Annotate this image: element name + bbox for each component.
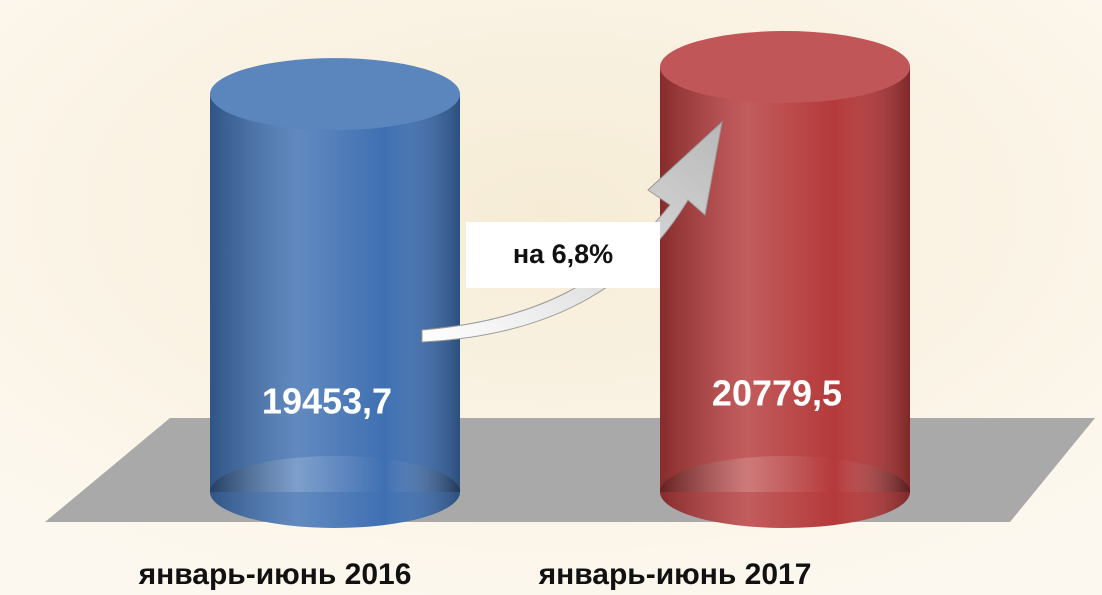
bar-top-highlight — [210, 58, 460, 130]
bar-top-highlight — [660, 31, 910, 103]
data-label: 19453,7 — [262, 381, 392, 422]
page: 19453,7 20779,5 на 6,8% январь-июнь 2016 я… — [0, 0, 1102, 595]
chart: 19453,7 20779,5 на 6,8% январь-июнь 2016 я… — [0, 0, 1102, 595]
bar-shade — [210, 94, 460, 492]
annotation: на 6,8% — [513, 239, 613, 269]
x-tick-label: январь-июнь 2017 — [538, 558, 812, 591]
x-tick-label: январь-июнь 2016 — [138, 558, 412, 591]
data-label: 20779,5 — [712, 373, 842, 414]
bar-shade — [660, 67, 910, 492]
floor — [45, 418, 1095, 522]
